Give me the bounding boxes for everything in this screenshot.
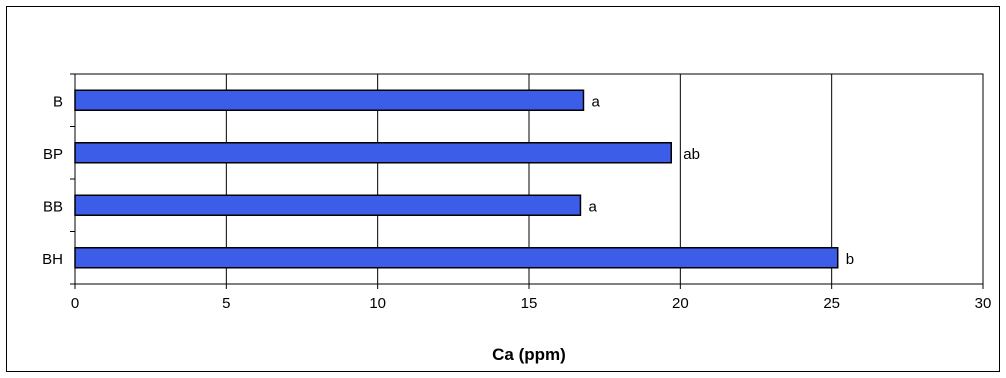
category-label: BP: [43, 146, 63, 163]
bar-data-label: a: [591, 93, 600, 110]
x-tick-label: 30: [975, 295, 992, 312]
x-tick-label: 10: [369, 295, 386, 312]
labels: 0 5 10 15 20 25 30 B a BP ab BB a BH b: [42, 93, 991, 312]
bars: [74, 89, 839, 269]
bar-bh: [74, 247, 839, 269]
bar-data-label: b: [846, 251, 854, 268]
x-tick-label: 15: [521, 295, 538, 312]
bar-b: [74, 89, 585, 111]
category-label: BH: [42, 251, 63, 268]
chart-frame: [6, 6, 1000, 372]
bar-data-label: ab: [683, 146, 700, 163]
category-label: B: [53, 93, 63, 110]
x-tick-label: 0: [71, 295, 79, 312]
bar-bb: [74, 194, 582, 216]
category-label: BB: [43, 198, 63, 215]
x-axis-title: Ca (ppm): [492, 345, 566, 364]
bar-data-label: a: [588, 198, 597, 215]
x-tick-label: 5: [222, 295, 230, 312]
bar-bp: [74, 142, 673, 164]
x-tick-label: 25: [823, 295, 840, 312]
x-tick-label: 20: [672, 295, 689, 312]
axes: [70, 73, 984, 289]
